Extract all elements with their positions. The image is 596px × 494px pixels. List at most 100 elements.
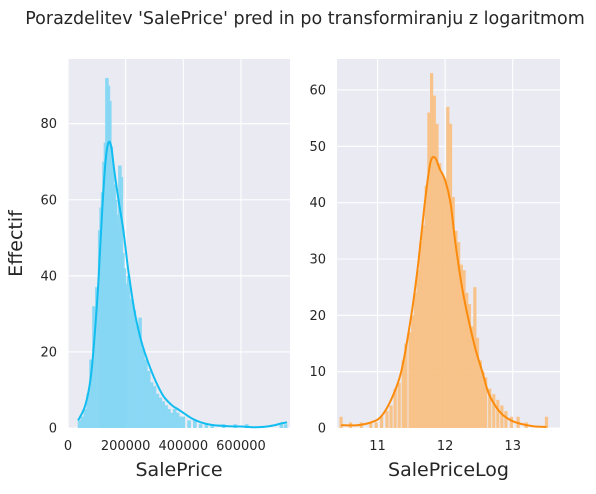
x-axis-label: SalePrice <box>135 459 222 481</box>
histogram-bar <box>419 242 423 428</box>
x-tick-label: 13 <box>504 439 521 454</box>
histogram-bar <box>86 393 90 428</box>
histogram-bar <box>339 416 343 428</box>
histogram-bar <box>421 225 426 428</box>
histogram-bar <box>408 332 412 428</box>
histogram-bar <box>462 270 466 428</box>
histogram-bar <box>283 424 288 428</box>
histogram-bar <box>92 306 96 428</box>
histogram-bar <box>500 405 504 428</box>
histogram-bar <box>470 326 474 428</box>
axes-salepricelog: 11 12 13 0 10 20 30 40 50 60 SalePriceLog <box>309 59 560 481</box>
histogram-bar <box>138 317 142 428</box>
histogram-bar <box>198 424 203 428</box>
y-tick-label: 40 <box>40 269 57 284</box>
histogram-bar <box>187 420 191 428</box>
histogram-bar <box>149 382 154 428</box>
y-tick-label: 60 <box>309 83 326 98</box>
histogram-bar <box>167 408 171 428</box>
histogram-bar <box>95 287 99 428</box>
histogram-bar <box>432 95 436 429</box>
histogram-bar <box>193 420 197 428</box>
histogram-bar <box>135 325 139 428</box>
histogram-bar <box>465 292 469 428</box>
histogram-bar <box>155 393 160 428</box>
histogram-bar <box>83 408 88 428</box>
figure-title: Porazdelitev 'SalePrice' pred in po tran… <box>25 9 585 29</box>
x-tick-label: 200000 <box>101 439 151 454</box>
histogram-bar <box>181 416 186 428</box>
histogram-bar <box>210 424 214 428</box>
y-tick-label: 10 <box>309 365 326 380</box>
y-tick-label: 50 <box>309 140 326 155</box>
histogram-bar <box>389 405 393 428</box>
histogram-bar <box>457 242 461 428</box>
histogram-bar <box>204 424 209 428</box>
axes-saleprice: 0 200000 400000 600000 0 20 40 60 80 SalePrice Eff… <box>5 59 290 481</box>
histogram-bar <box>158 397 163 428</box>
kde-curve <box>77 140 288 429</box>
kde-curve <box>341 155 547 428</box>
histogram-bar <box>132 310 137 428</box>
histogram-bar <box>401 360 405 428</box>
histogram-bar <box>448 123 453 429</box>
histogram-bar <box>544 416 549 428</box>
histogram-bar <box>175 412 180 428</box>
histogram-bar <box>459 264 463 428</box>
histogram-bar <box>169 412 174 428</box>
histogram-bar <box>172 408 177 428</box>
histogram-bar <box>496 399 500 428</box>
histogram-bar <box>141 348 145 428</box>
histogram-bar <box>397 382 401 428</box>
x-tick-label: 400000 <box>159 439 209 454</box>
histogram-bar <box>446 106 450 428</box>
y-tick-label: 80 <box>40 117 57 132</box>
histogram-bar <box>411 315 415 428</box>
histogram-bar <box>146 370 151 428</box>
histogram-bar <box>451 197 455 428</box>
histogram-bar <box>443 180 447 428</box>
histogram-bar <box>178 416 183 428</box>
histogram-bar <box>438 163 442 428</box>
histogram-bar <box>161 401 165 428</box>
y-tick-label: 20 <box>40 345 57 360</box>
histogram-bar <box>440 174 445 428</box>
histogram-bar <box>89 359 93 428</box>
histogram-bar <box>484 377 488 428</box>
histogram-bar <box>509 416 513 428</box>
histogram-bar <box>430 73 434 428</box>
histogram-bar <box>279 424 284 428</box>
y-tick-label: 40 <box>309 196 326 211</box>
histogram-bar <box>126 275 131 428</box>
histogram-bar <box>374 422 378 428</box>
y-tick-label: 0 <box>318 422 326 437</box>
histogram-bar <box>492 394 496 428</box>
histogram-bar <box>416 270 420 428</box>
histogram-bar <box>504 411 508 428</box>
histogram-bar <box>467 304 472 428</box>
x-tick-label: 0 <box>64 439 72 454</box>
histogram-bar <box>393 388 397 428</box>
histogram-bar <box>404 343 408 428</box>
histogram-bar <box>80 416 85 428</box>
histogram-bar <box>144 359 148 428</box>
histogram-bar <box>454 230 458 428</box>
histogram-bar <box>478 360 482 428</box>
y-tick-label: 20 <box>309 309 326 324</box>
x-tick-label: 11 <box>369 439 386 454</box>
y-tick-label: 60 <box>40 193 57 208</box>
histogram-bar <box>77 420 82 428</box>
y-tick-label: 30 <box>309 252 326 267</box>
y-tick-label: 0 <box>49 422 57 437</box>
histogram-bar <box>488 388 492 428</box>
histogram-bar <box>385 411 389 428</box>
histogram-bar <box>424 185 428 428</box>
histogram-bar <box>123 283 128 428</box>
x-axis-label: SalePriceLog <box>388 459 509 481</box>
histogram-bar <box>475 337 480 428</box>
x-tick-label: 600000 <box>216 439 266 454</box>
histogram-bar <box>413 292 417 428</box>
histogram-bar <box>427 112 431 429</box>
